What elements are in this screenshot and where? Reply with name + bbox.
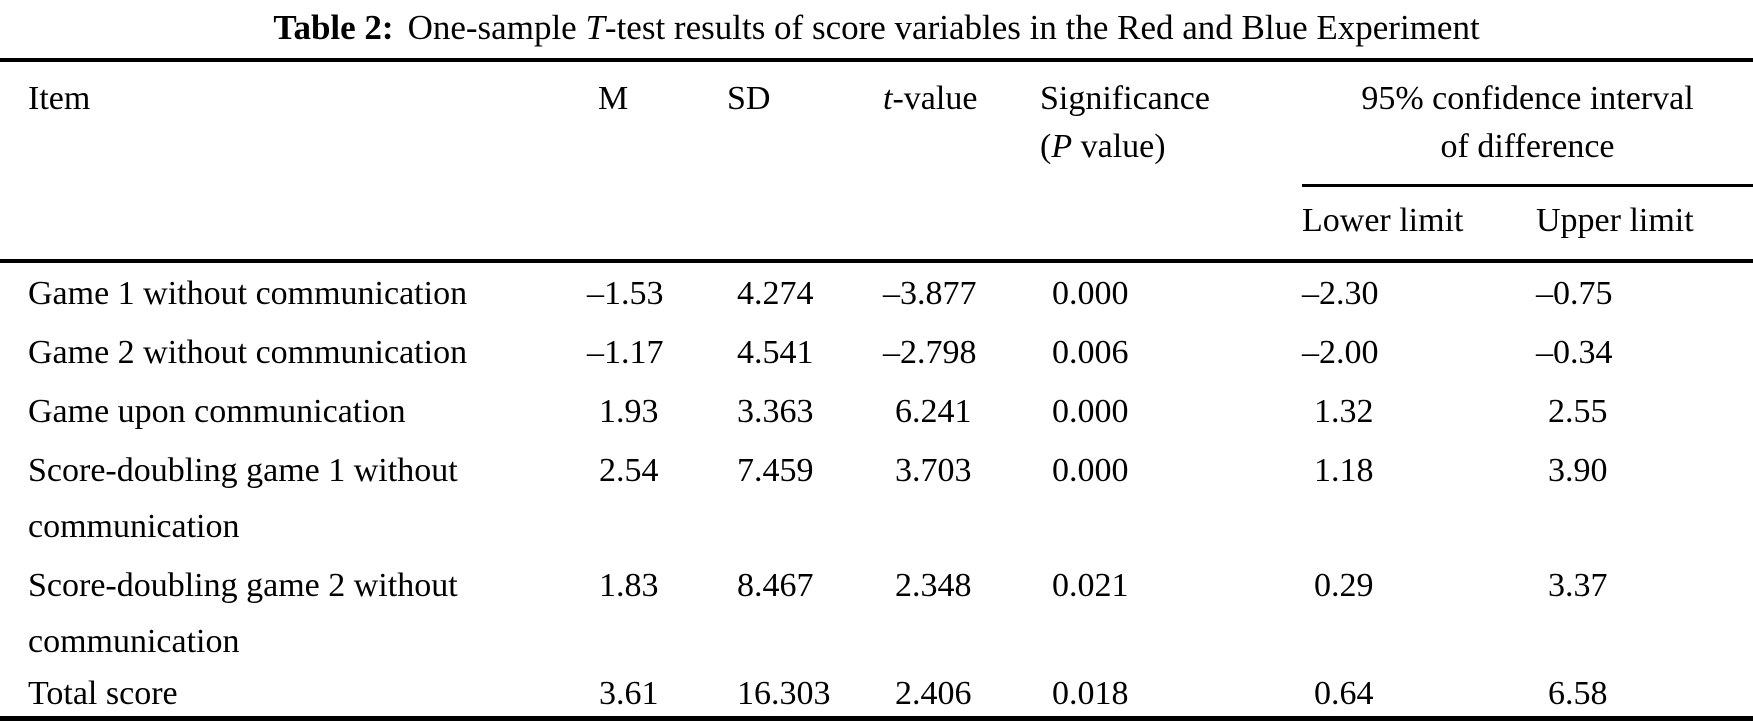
cell-lower-limit: 1.32 xyxy=(1314,393,1374,430)
cell-upper-limit: 3.37 xyxy=(1548,567,1608,604)
cell-upper-limit: –0.34 xyxy=(1536,334,1613,371)
cell-upper-limit: –0.75 xyxy=(1536,275,1613,312)
table-caption: Table 2: One-sample T-test results of sco… xyxy=(0,0,1753,58)
cell-lower-limit: –2.00 xyxy=(1302,334,1379,371)
cell-upper-limit: 2.55 xyxy=(1548,393,1608,430)
cell-p-value: 0.021 xyxy=(1052,567,1129,604)
cell-item: Score-doubling game 2 without communicat… xyxy=(28,567,458,660)
table-row: Game 2 without communication –1.17 4.541… xyxy=(0,322,1753,381)
cell-mean: 1.83 xyxy=(599,567,659,604)
cell-item: Game 2 without communication xyxy=(28,334,468,371)
cell-lower-limit: 1.18 xyxy=(1314,452,1374,489)
cell-sd: 4.541 xyxy=(737,334,814,371)
cell-t-value: 6.241 xyxy=(895,393,972,430)
table-caption-text-2: -test results of score variables in the … xyxy=(604,8,1480,47)
t-value-suffix: -value xyxy=(892,80,978,117)
col-header-lower-limit: Lower limit xyxy=(1302,202,1464,239)
cell-mean: –1.17 xyxy=(587,334,664,371)
col-header-confidence-interval: 95% confidence interval of difference xyxy=(1302,60,1753,187)
ttest-results-table: Item M SD t-value Significance (P value)… xyxy=(0,58,1753,721)
cell-lower-limit: 0.64 xyxy=(1314,675,1374,712)
cell-p-value: 0.000 xyxy=(1052,393,1129,430)
significance-line-2: (P value) xyxy=(1040,123,1302,171)
cell-t-value: –2.798 xyxy=(883,334,977,371)
cell-upper-limit: 6.58 xyxy=(1548,675,1608,712)
significance-close-paren: value) xyxy=(1072,128,1166,165)
cell-lower-limit: 0.29 xyxy=(1314,567,1374,604)
cell-p-value: 0.000 xyxy=(1052,452,1129,489)
cell-p-value: 0.018 xyxy=(1052,675,1129,712)
cell-sd: 3.363 xyxy=(737,393,814,430)
cell-t-value: 2.348 xyxy=(895,567,972,604)
cell-sd: 4.274 xyxy=(737,275,814,312)
cell-sd: 8.467 xyxy=(737,567,814,604)
cell-sd: 7.459 xyxy=(737,452,814,489)
col-header-mean: M xyxy=(598,80,629,117)
cell-item: Game upon communication xyxy=(28,393,406,430)
cell-mean: 3.61 xyxy=(599,675,659,712)
col-header-item: Item xyxy=(28,80,91,117)
col-header-significance: Significance (P value) xyxy=(1040,60,1302,261)
table-caption-italic-t: T xyxy=(585,8,605,47)
col-header-t-value: t-value xyxy=(883,60,1040,261)
table-row: Game 1 without communication –1.53 4.274… xyxy=(0,261,1753,322)
cell-mean: 1.93 xyxy=(599,393,659,430)
cell-item: Score-doubling game 1 without communicat… xyxy=(28,452,458,545)
significance-italic-p: P xyxy=(1051,128,1073,165)
cell-t-value: –3.877 xyxy=(883,275,977,312)
confidence-interval-line-2: of difference xyxy=(1440,128,1615,165)
table-row: Score-doubling game 1 without communicat… xyxy=(0,440,1753,555)
header-row-2: Lower limit Upper limit xyxy=(0,186,1753,262)
cell-sd: 16.303 xyxy=(737,675,831,712)
table-header: Item M SD t-value Significance (P value)… xyxy=(0,60,1753,261)
table-caption-text-1: One-sample xyxy=(407,8,586,47)
cell-p-value: 0.006 xyxy=(1052,334,1129,371)
table-row: Game upon communication 1.93 3.363 6.241… xyxy=(0,381,1753,440)
table-row: Total score 3.61 16.303 2.406 0.018 0.64… xyxy=(0,670,1753,719)
t-value-italic-t: t xyxy=(883,80,893,117)
cell-item: Total score xyxy=(28,675,178,712)
significance-line-1: Significance xyxy=(1040,80,1210,117)
cell-lower-limit: –2.30 xyxy=(1302,275,1379,312)
col-header-sd: SD xyxy=(727,80,771,117)
significance-open-paren: ( xyxy=(1040,128,1052,165)
table-body: Game 1 without communication –1.53 4.274… xyxy=(0,261,1753,719)
table-caption-label: Table 2: xyxy=(273,8,394,47)
header-row-1: Item M SD t-value Significance (P value)… xyxy=(0,60,1753,187)
confidence-interval-line-1: 95% confidence interval xyxy=(1361,80,1694,117)
cell-mean: –1.53 xyxy=(587,275,664,312)
table-row: Score-doubling game 2 without communicat… xyxy=(0,555,1753,670)
cell-t-value: 3.703 xyxy=(895,452,972,489)
cell-mean: 2.54 xyxy=(599,452,659,489)
cell-t-value: 2.406 xyxy=(895,675,972,712)
cell-upper-limit: 3.90 xyxy=(1548,452,1608,489)
cell-item: Game 1 without communication xyxy=(28,275,468,312)
cell-p-value: 0.000 xyxy=(1052,275,1129,312)
col-header-upper-limit: Upper limit xyxy=(1536,202,1694,239)
